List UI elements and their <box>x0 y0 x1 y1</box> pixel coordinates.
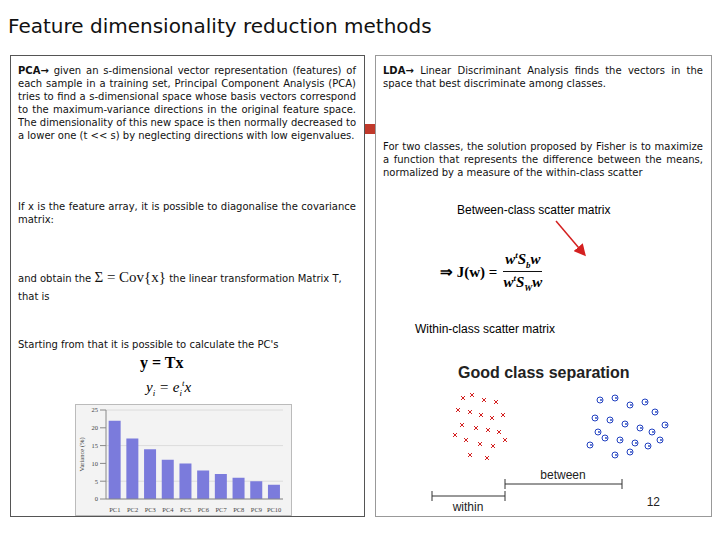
svg-text:0: 0 <box>95 495 98 502</box>
html-text:⇒ J(w) =: ⇒ J(w) = <box>440 263 498 280</box>
svg-text:Good class separation: Good class separation <box>458 364 630 381</box>
html-text:and obtain theΣ = Cov{x} the l: and obtain theΣ = Cov{x} the linear tran… <box>18 269 342 302</box>
html-text:y = Tx: y = Tx <box>140 354 184 371</box>
html-text:given an s-dimensional vector: given an s-dimensional vector representa… <box>18 65 356 141</box>
svg-text:PC2: PC2 <box>127 506 138 513</box>
svg-text:PC7: PC7 <box>215 506 227 513</box>
html-text:wtSWw: wtSWw <box>503 273 543 293</box>
html-text:tx: tx <box>182 378 192 395</box>
html-text:Starting from that it is possi: Starting from that it is possible to cal… <box>18 339 279 350</box>
svg-text:between: between <box>540 468 585 482</box>
html-text:wtSbw: wtSbw <box>505 250 541 270</box>
html-text:For two classes, the solution: For two classes, the solution proposed b… <box>383 141 703 178</box>
svg-text:within: within <box>452 500 484 514</box>
svg-text:10: 10 <box>92 460 99 467</box>
svg-text:25: 25 <box>92 406 99 413</box>
svg-text:PC3: PC3 <box>145 506 156 513</box>
html-text:Within-class scatter matrix: Within-class scatter matrix <box>415 322 555 336</box>
html-text:Feature dimensionality reducti: Feature dimensionality reduction methods <box>8 14 432 38</box>
svg-text:PC9: PC9 <box>251 506 262 513</box>
html-text:PCA→: PCA→ <box>18 65 49 76</box>
svg-text:12: 12 <box>647 495 661 509</box>
svg-text:5: 5 <box>95 478 98 485</box>
svg-text:15: 15 <box>92 442 99 449</box>
html-text:If x is the feature array, it: If x is the feature array, it is possibl… <box>18 201 356 225</box>
html-text:LDA→: LDA→ <box>383 65 414 76</box>
svg-text:PC5: PC5 <box>180 506 191 513</box>
svg-text:Variance (%): Variance (%) <box>78 437 86 471</box>
svg-text:PC1: PC1 <box>109 506 120 513</box>
html-text:Between-class scatter matrix: Between-class scatter matrix <box>457 203 611 217</box>
svg-text:PC6: PC6 <box>198 506 210 513</box>
svg-text:PC4: PC4 <box>162 506 174 513</box>
svg-text:20: 20 <box>92 424 99 431</box>
html-text:Linear Discriminant Analysis f: Linear Discriminant Analysis finds the v… <box>383 65 703 89</box>
svg-text:PC10: PC10 <box>267 506 281 513</box>
html-text:yi= ei: yi= ei <box>146 379 182 398</box>
svg-text:PC8: PC8 <box>233 506 244 513</box>
